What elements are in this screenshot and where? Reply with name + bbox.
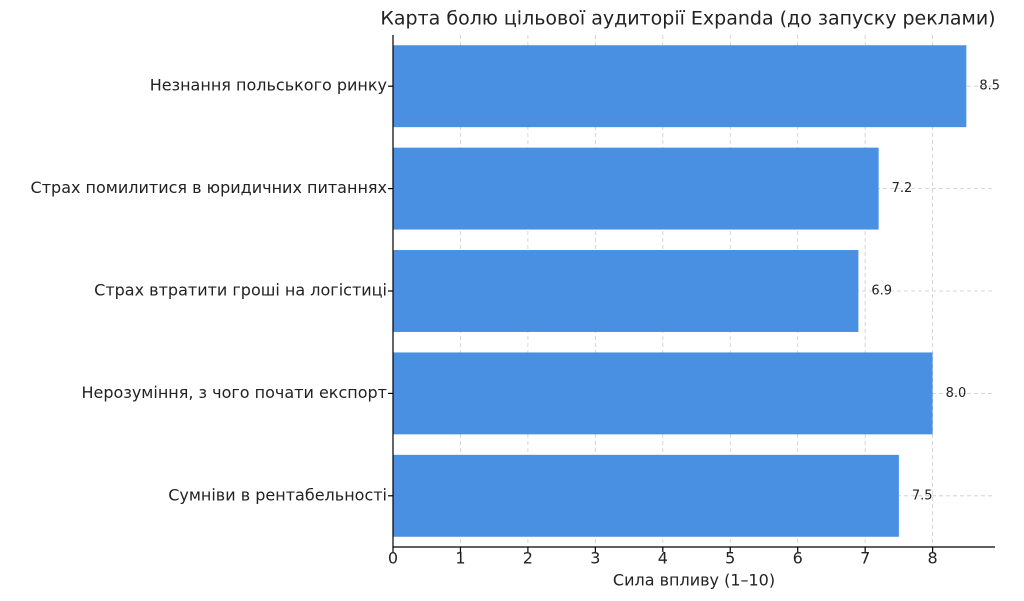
- y-tick-label: Сумніви в рентабельності: [168, 485, 387, 504]
- value-label: 8.0: [946, 386, 967, 401]
- x-tick-label: 4: [658, 549, 668, 568]
- x-tick-label: 2: [523, 549, 533, 568]
- bar: [393, 352, 933, 435]
- value-label: 7.2: [892, 181, 913, 196]
- y-tick-label: Нерозуміння, з чого почати експорт: [82, 383, 388, 402]
- bar: [393, 45, 967, 128]
- x-tick-label: 7: [860, 549, 870, 568]
- x-tick-label: 6: [793, 549, 803, 568]
- x-axis-label: Сила впливу (1–10): [613, 571, 775, 590]
- bar: [393, 147, 879, 230]
- value-label: 7.5: [912, 488, 933, 503]
- y-tick-label: Незнання польського ринку: [150, 76, 387, 95]
- y-tick-label: Страх помилитися в юридичних питаннях: [31, 178, 387, 197]
- x-tick-label: 5: [725, 549, 735, 568]
- value-label: 6.9: [871, 284, 892, 299]
- bar: [393, 250, 859, 332]
- value-label: 8.5: [979, 79, 1000, 94]
- y-tick-label: Страх втратити гроші на логістиці: [94, 281, 387, 300]
- x-tick-label: 0: [388, 549, 398, 568]
- x-tick-label: 8: [928, 549, 938, 568]
- x-tick-label: 1: [455, 549, 465, 568]
- bar: [393, 454, 899, 537]
- chart-title: Карта болю цільової аудиторії Expanda (д…: [380, 8, 995, 30]
- x-tick-label: 3: [590, 549, 600, 568]
